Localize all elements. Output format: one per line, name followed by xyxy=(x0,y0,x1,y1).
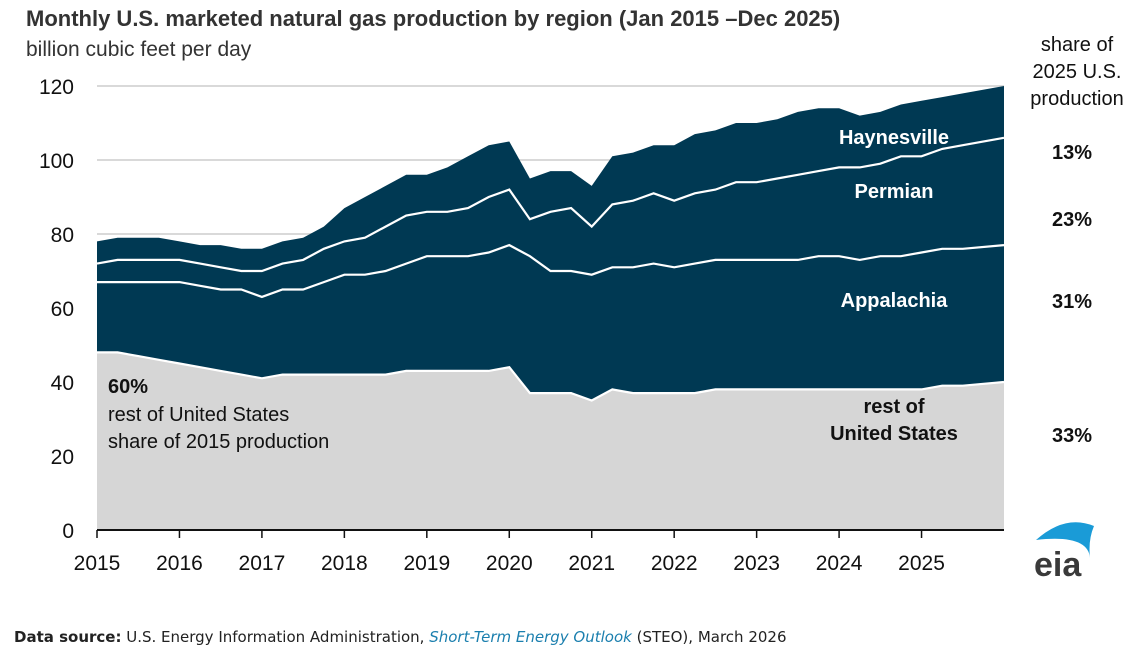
x-tick-label: 2019 xyxy=(403,552,450,575)
steo-link[interactable]: Short-Term Energy Outlook xyxy=(429,628,632,646)
x-tick-label: 2022 xyxy=(651,552,698,575)
boundary-lines xyxy=(96,136,1005,402)
annotation-2015-line2: share of 2015 production xyxy=(108,431,329,453)
chart-title: Monthly U.S. marketed natural gas produc… xyxy=(26,6,841,31)
y-tick-label: 80 xyxy=(51,224,74,247)
data-source: Data source: U.S. Energy Information Adm… xyxy=(14,628,787,646)
y-tick-label: 60 xyxy=(51,298,74,321)
share-heading: share of 2025 U.S. production xyxy=(1022,32,1132,113)
area-haynesville xyxy=(97,86,1004,271)
annotation-2015-line1: rest of United States xyxy=(108,404,289,426)
boundary-appalachia xyxy=(97,243,1005,299)
y-tick-label: 0 xyxy=(62,520,74,543)
area-appalachia xyxy=(97,245,1004,401)
x-tick-label: 2020 xyxy=(486,552,533,575)
source-label: Data source: xyxy=(14,628,122,646)
share-heading-line: share of xyxy=(1040,34,1114,56)
x-tick-label: 2025 xyxy=(898,552,945,575)
share-appalachia: 31% xyxy=(1052,291,1092,313)
share-haynesville: 13% xyxy=(1052,142,1092,164)
boundary-rest-of-united-states xyxy=(97,351,1005,402)
x-tick-label: 2021 xyxy=(568,552,615,575)
boundary-permian xyxy=(96,136,1005,273)
y-tick-label: 100 xyxy=(39,150,74,173)
label-rest-line2: United States xyxy=(830,423,958,445)
x-tick-label: 2024 xyxy=(816,552,863,575)
area-permian xyxy=(97,137,1004,297)
share-heading-line: 2025 U.S. xyxy=(1032,61,1122,83)
stacked-area-chart: 0 20 40 60 80 100 120 2015 2016 2017 2018 2019 2020… xyxy=(39,76,1092,575)
x-axis-ticks: 2015 2016 2017 2018 2019 2020 2021 2022 2023 2024… xyxy=(74,530,945,575)
source-text-end: (STEO), March 2026 xyxy=(631,628,787,646)
area-layers xyxy=(97,86,1004,530)
eia-logo-arc-icon xyxy=(1036,522,1094,558)
label-rest-line1: rest of xyxy=(863,396,924,418)
x-tick-label: 2018 xyxy=(321,552,368,575)
y-axis-ticks: 0 20 40 60 80 100 120 xyxy=(39,76,74,543)
y-tick-label: 40 xyxy=(51,372,74,395)
x-tick-label: 2016 xyxy=(156,552,203,575)
annotation-2015-value: 60% xyxy=(108,376,148,398)
share-heading-line: production xyxy=(1030,88,1124,110)
share-permian: 23% xyxy=(1052,209,1092,231)
area-rest-of-united-states xyxy=(97,352,1004,530)
chart-subtitle: billion cubic feet per day xyxy=(26,38,252,61)
label-permian: Permian xyxy=(855,181,934,203)
label-appalachia: Appalachia xyxy=(841,290,949,312)
x-tick-label: 2017 xyxy=(239,552,286,575)
eia-logo-text: eia xyxy=(1034,546,1082,580)
share-rest: 33% xyxy=(1052,425,1092,447)
y-tick-label: 120 xyxy=(39,76,74,99)
label-haynesville: Haynesville xyxy=(839,127,949,149)
x-tick-label: 2023 xyxy=(733,552,780,575)
y-tick-label: 20 xyxy=(51,446,74,469)
source-text: U.S. Energy Information Administration, xyxy=(121,628,430,646)
x-tick-label: 2015 xyxy=(74,552,121,575)
eia-logo: eia xyxy=(1034,522,1094,580)
